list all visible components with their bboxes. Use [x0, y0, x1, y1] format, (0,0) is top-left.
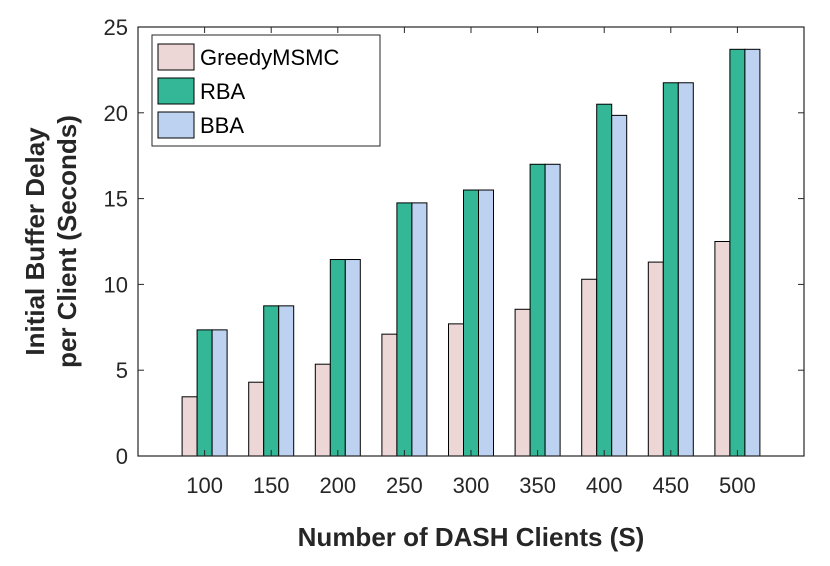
- bar-rba-500: [729, 48, 746, 457]
- legend-swatch-rba: [157, 77, 195, 105]
- x-tick-label-300: 300: [453, 473, 490, 498]
- y-axis-label-line-2: per Client (Seconds): [52, 115, 82, 368]
- x-tick-label-400: 400: [586, 473, 623, 498]
- x-tick-label-350: 350: [519, 473, 556, 498]
- y-axis-label-line-1: Initial Buffer Delay: [20, 127, 50, 356]
- bar-rba-150: [263, 305, 280, 457]
- axes-frame: [137, 26, 805, 457]
- bar-bba-200: [344, 259, 361, 457]
- x-tick-label-250: 250: [386, 473, 423, 498]
- y-tick-label-10: 10: [104, 272, 128, 297]
- bar-bba-500: [744, 48, 761, 457]
- x-tick-label-100: 100: [186, 473, 223, 498]
- bar-bba-150: [278, 305, 295, 457]
- bar-greedymsmc-300: [448, 323, 464, 457]
- bar-greedymsmc-200: [314, 363, 331, 457]
- bar-rba-300: [463, 189, 479, 457]
- bar-bba-100: [211, 329, 228, 457]
- bar-bba-250: [411, 202, 428, 457]
- y-tick-label-0: 0: [116, 444, 128, 469]
- y-tick-label-25: 25: [104, 15, 128, 40]
- bar-rba-200: [329, 259, 346, 457]
- bar-greedymsmc-500: [714, 241, 731, 457]
- x-tick-label-200: 200: [319, 473, 356, 498]
- bar-bba-400: [611, 114, 628, 457]
- bar-greedymsmc-400: [581, 278, 598, 457]
- bar-rba-400: [596, 103, 613, 457]
- axes-group: 100 150 200 250 300 350 400 450 500 0 5 10 15 20 25: [104, 15, 805, 498]
- legend-label-greedymsmc: GreedyMSMC: [200, 45, 339, 70]
- legend: GreedyMSMC RBA BBA: [151, 34, 381, 147]
- x-tick-label-500: 500: [719, 473, 756, 498]
- legend-swatch-greedymsmc: [157, 43, 195, 71]
- legend-label-bba: BBA: [200, 113, 244, 138]
- bar-bba-350: [544, 163, 561, 457]
- bar-bba-300: [478, 189, 494, 457]
- bar-bba-450: [677, 82, 694, 457]
- bar-rba-350: [529, 163, 546, 457]
- legend-swatch-bba: [157, 111, 195, 139]
- y-tick-label-20: 20: [104, 101, 128, 126]
- bar-greedymsmc-100: [181, 396, 198, 457]
- bar-rba-250: [396, 202, 413, 457]
- y-tick-label-15: 15: [104, 187, 128, 212]
- bar-greedymsmc-350: [514, 308, 531, 457]
- bar-greedymsmc-450: [647, 261, 664, 457]
- bars-group: [181, 48, 761, 457]
- x-axis-label: Number of DASH Clients (S): [298, 522, 645, 552]
- bar-greedymsmc-150: [248, 381, 265, 457]
- bar-rba-100: [196, 329, 213, 457]
- x-tick-label-150: 150: [253, 473, 290, 498]
- legend-label-rba: RBA: [200, 79, 246, 104]
- y-tick-label-5: 5: [116, 358, 128, 383]
- x-tick-label-450: 450: [652, 473, 689, 498]
- bar-rba-450: [662, 82, 679, 457]
- bar-greedymsmc-250: [381, 333, 398, 457]
